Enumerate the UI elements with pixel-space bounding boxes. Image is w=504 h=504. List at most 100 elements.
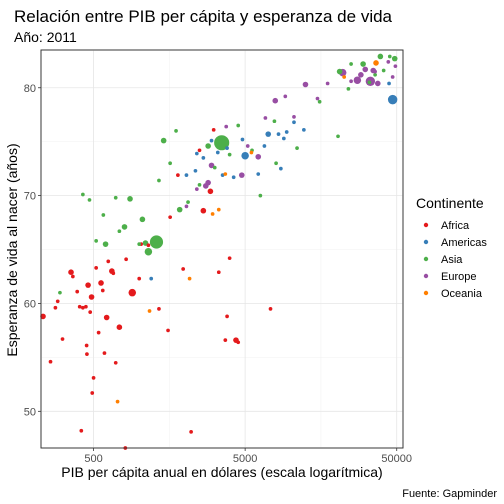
data-point-asia — [137, 242, 142, 246]
data-point-asia — [101, 213, 106, 217]
data-point-africa — [53, 305, 58, 310]
plot-area — [40, 49, 404, 450]
x-axis: 500 5000 50000 — [84, 448, 412, 465]
data-point-europe — [184, 204, 189, 209]
data-point-asia — [197, 182, 202, 187]
data-point-africa — [113, 360, 118, 365]
data-point-africa — [181, 267, 186, 271]
data-point-oceania — [249, 150, 254, 155]
legend-key-europe — [423, 273, 429, 279]
data-point-asia — [157, 178, 161, 183]
data-point-americas — [284, 130, 289, 134]
x-tick-label: 500 — [84, 453, 102, 465]
x-axis-title: PIB per cápita anual en dólares (escala … — [61, 464, 382, 480]
data-point-asia — [360, 61, 366, 67]
data-point-americas — [279, 166, 283, 171]
data-point-africa — [106, 259, 111, 264]
data-point-asia — [139, 216, 146, 223]
data-point-asia — [58, 290, 62, 295]
data-point-africa — [60, 337, 65, 341]
data-point-asia — [214, 135, 230, 151]
data-point-oceania — [373, 60, 379, 66]
data-point-africa — [157, 307, 161, 311]
legend-label-asia: Asia — [441, 254, 463, 266]
data-point-asia — [127, 196, 133, 202]
data-point-africa — [211, 127, 216, 132]
data-point-africa — [75, 289, 80, 294]
data-point-africa — [111, 271, 116, 276]
data-point-asia — [174, 129, 178, 133]
data-point-oceania — [115, 399, 120, 404]
data-point-americas — [209, 138, 214, 143]
data-point-africa — [91, 376, 96, 380]
data-point-asia — [121, 224, 128, 230]
data-point-europe — [390, 75, 395, 79]
data-point-europe — [353, 76, 362, 84]
data-point-oceania — [216, 207, 221, 212]
legend-items: Africa Americas Asia Europe Oceania — [423, 220, 487, 300]
data-point-europe — [245, 144, 250, 148]
data-point-americas — [201, 156, 206, 160]
data-point-europe — [393, 64, 398, 69]
data-point-americas — [292, 120, 296, 125]
data-point-americas — [262, 144, 267, 148]
data-point-asia — [227, 152, 232, 157]
legend-key-africa — [423, 222, 429, 228]
data-point-africa — [176, 173, 180, 177]
data-point-americas — [231, 175, 236, 180]
data-point-africa — [84, 304, 88, 309]
data-point-europe — [194, 187, 199, 191]
data-point-africa — [98, 280, 104, 286]
y-tick-label: 60 — [24, 298, 36, 310]
data-point-africa — [200, 207, 207, 214]
data-point-americas — [215, 150, 220, 155]
y-tick-label: 50 — [24, 406, 36, 418]
data-point-europe — [205, 179, 211, 186]
data-point-europe — [292, 115, 296, 119]
data-point-asia — [387, 54, 392, 59]
data-point-africa — [124, 257, 128, 262]
data-point-africa — [189, 429, 193, 434]
data-point-americas — [225, 146, 229, 150]
data-point-asia — [176, 206, 183, 213]
data-point-africa — [94, 266, 98, 270]
data-point-asia — [205, 143, 211, 149]
data-point-asia — [168, 161, 172, 166]
data-point-africa — [96, 330, 101, 335]
data-point-europe — [263, 116, 268, 120]
data-point-asia — [367, 80, 372, 85]
y-tick-label: 80 — [24, 83, 36, 95]
data-point-asia — [94, 239, 98, 243]
data-point-africa — [225, 314, 229, 319]
data-point-europe — [362, 66, 369, 73]
legend-label-africa: Africa — [441, 220, 470, 232]
data-point-asia — [317, 99, 322, 104]
data-point-asia — [102, 241, 109, 247]
legend-key-asia — [423, 256, 429, 262]
data-point-europe — [386, 60, 391, 64]
data-point-americas — [184, 173, 189, 177]
data-point-africa — [68, 269, 74, 275]
chart-caption: Fuente: Gapminder — [402, 488, 497, 500]
data-point-asia — [87, 198, 92, 202]
data-point-africa — [207, 188, 214, 195]
data-point-africa — [223, 338, 228, 342]
data-point-asia — [346, 86, 351, 91]
data-point-europe — [255, 153, 262, 160]
data-point-africa — [116, 324, 123, 331]
data-point-europe — [302, 81, 309, 88]
data-point-africa — [79, 428, 84, 433]
data-point-africa — [197, 148, 202, 153]
data-point-oceania — [187, 276, 192, 281]
data-point-americas — [265, 131, 272, 137]
data-point-africa — [88, 294, 95, 300]
x-tick-label: 5000 — [233, 453, 257, 465]
data-point-africa — [268, 307, 273, 311]
data-point-africa — [77, 304, 82, 309]
legend-label-americas: Americas — [441, 237, 487, 249]
data-point-americas — [302, 127, 306, 132]
data-point-africa — [137, 276, 142, 281]
data-point-europe — [238, 172, 245, 178]
data-point-europe — [349, 79, 353, 84]
